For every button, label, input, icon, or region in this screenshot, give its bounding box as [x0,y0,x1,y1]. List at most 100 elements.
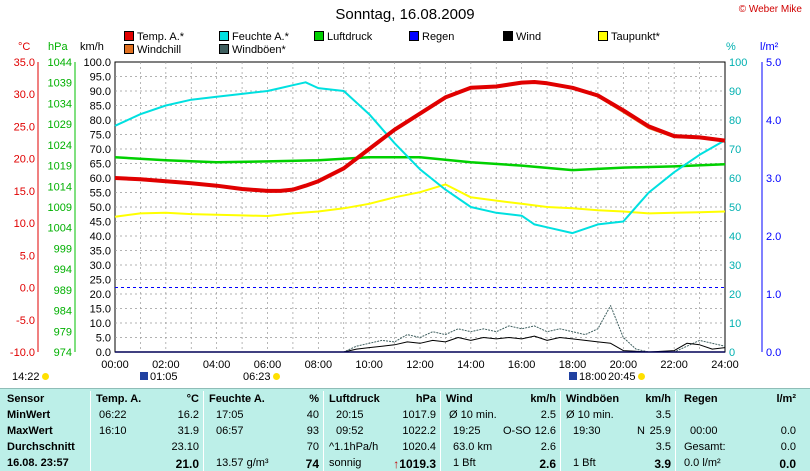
row-label-avg: Durchschnitt [7,441,75,453]
gust-avg-value: 3.5 [655,409,671,421]
moon-icon [140,372,148,380]
pressure-tick-label: 1039 [48,78,72,90]
pressure-avg-value: 1020.4 [402,441,436,453]
gust-max-value: 25.9 [649,425,671,437]
wind-unit-header: km/h [530,393,556,405]
wind-tick-label: 65.0 [90,159,111,171]
temp-tick-label: -5.0 [16,315,35,327]
pressure-tick-label: 1004 [48,223,72,235]
up-arrow-icon: ↑ [393,457,400,471]
wind-unit: km/h [80,41,104,53]
gust-max-time: 19:30 [573,425,601,437]
pressure-tick-label: 1014 [48,181,72,193]
wind-tick-label: 80.0 [90,115,111,127]
pressure-tick-label: 1019 [48,161,72,173]
temp-max-time: 16:10 [99,425,127,437]
wind-tick-label: 35.0 [90,246,111,258]
pressure-tick-label: 989 [54,285,72,297]
pressure-tick-label: 999 [54,243,72,255]
temp-tick-label: 0.0 [20,283,35,295]
x-tick-label: 16:00 [508,359,536,371]
marker-4: 20:45 [608,371,645,383]
row-label-max: MaxWert [7,425,53,437]
humidity-tick-label: 20 [729,289,741,301]
wind-avg-label: Ø 10 min. [449,409,497,421]
x-tick-label: 04:00 [203,359,231,371]
wind-avg-value: 2.5 [540,409,556,421]
legend-swatch [409,31,419,41]
humidity-tick-label: 90 [729,86,741,98]
humidity-unit-header: % [309,393,319,405]
x-tick-label: 22:00 [660,359,688,371]
left-time-text: 14:22 [12,371,40,383]
wind-tick-label: 20.0 [90,289,111,301]
wind-tick-label: 0.0 [96,347,111,359]
wind-current-value: 2.6 [539,457,556,471]
wind-tick-label: 25.0 [90,275,111,287]
x-tick-label: 02:00 [152,359,180,371]
humidity-tick-label: 70 [729,144,741,156]
wind-tick-label: 55.0 [90,188,111,200]
x-tick-label: 12:00 [406,359,434,371]
pressure-min-value: 1017.9 [402,409,436,421]
rain-tick-label: 2.0 [766,231,781,243]
legend-swatch [219,44,229,54]
pressure-unit: hPa [48,41,68,53]
rain-current-label: 0.0 l/m² [684,457,721,469]
weather-chart: 35.0 30.0 25.0 20.0 15.0 10.0 5.0 0.0 -5.0 -10.0 1… [10,57,781,371]
temp-current-value: 21.0 [175,457,199,471]
legend-pressure: Luftdruck [314,31,372,43]
humidity-min-time: 17:05 [216,409,244,421]
marker-2-text: 06:23 [243,371,271,383]
wind-tick-label: 30.0 [90,260,111,272]
legend-label: Feuchte A.* [232,31,289,43]
wind-bft: 1 Bft [453,457,476,469]
statistics-table: Sensor MinWert MaxWert Durchschnitt 16.0… [0,388,810,471]
legend-rain: Regen [409,31,454,43]
x-tick-label: 08:00 [305,359,333,371]
pressure-tick-label: 984 [54,306,72,318]
gust-unit-header: km/h [645,393,671,405]
temp-tick-label: 20.0 [14,154,35,166]
humidity-column: Feuchte A. % 17:05 40 06:57 93 70 13.57 … [204,391,324,471]
humidity-tick-label: 40 [729,231,741,243]
wind-header: Wind [446,393,473,405]
x-tick-label: 00:00 [101,359,129,371]
gust-header: Windböen [566,393,620,405]
legend-swatch [503,31,513,41]
temp-tick-label: 35.0 [14,57,35,69]
series-line-taupunkt [114,183,726,218]
pressure-current-text: 1019.3 [399,457,436,471]
humidity-min-value: 40 [306,409,319,421]
pressure-tick-label: 974 [54,347,72,359]
series-line-tempa [114,80,726,193]
series-line-feuchtea [114,81,726,235]
legend-swatch [314,31,324,41]
rain-total-label: Gesamt: [684,441,726,453]
pressure-tick-label: 1029 [48,119,72,131]
legend-gust: Windböen* [219,44,286,56]
pressure-max-time: 09:52 [336,425,364,437]
wind-tick-label: 85.0 [90,101,111,113]
gust-day-avg: 3.5 [655,441,671,453]
wind-tick-label: 100.0 [83,57,111,69]
series-line-luftdruck [114,156,726,172]
gust-column: Windböen km/h Ø 10 min. 3.5 19:30 N 25.9… [561,391,676,471]
sensor-header: Sensor [7,393,45,405]
pressure-tick-label: 1044 [48,57,72,69]
rain-tick-label: 1.0 [766,289,781,301]
wind-tick-label: 5.0 [96,333,111,345]
marker-1: 01:05 [140,371,178,383]
rain-total-value: 0.0 [780,441,796,453]
temp-tick-label: 5.0 [20,250,35,262]
legend-swatch [124,31,134,41]
pressure-trend: ^1.1hPa/h [329,441,379,453]
temp-unit-header: °C [186,393,199,405]
marker-3-text: 18:00 [579,371,607,383]
wind-tick-label: 45.0 [90,217,111,229]
rain-current-value: 0.0 [779,457,796,471]
temp-min-value: 16.2 [177,409,199,421]
wind-tick-label: 50.0 [90,202,111,214]
humidity-tick-label: 10 [729,318,741,330]
left-time-label: 14:22 [12,371,49,383]
